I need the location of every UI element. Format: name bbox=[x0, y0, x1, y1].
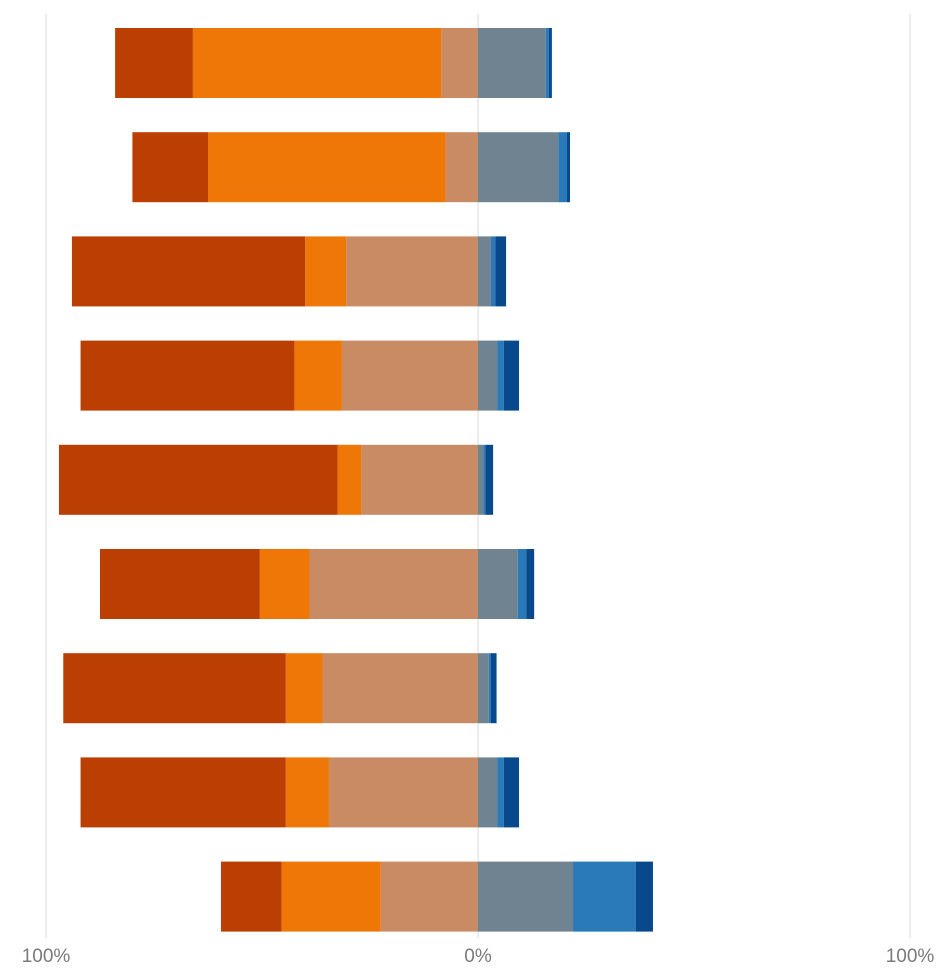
bar-segment-3-6 bbox=[495, 236, 507, 307]
bar-segment-1-1 bbox=[115, 28, 193, 98]
bar-row-6 bbox=[100, 549, 535, 619]
bar-segment-9-2 bbox=[281, 861, 381, 932]
bar-segment-4-6 bbox=[503, 340, 520, 411]
bar-segment-7-4 bbox=[478, 653, 489, 724]
bar-segment-2-1 bbox=[132, 132, 208, 203]
bar-row-9 bbox=[220, 861, 653, 932]
bar-segment-4-1 bbox=[80, 340, 295, 411]
bar-segment-2-3 bbox=[445, 132, 478, 203]
bar-row-3 bbox=[71, 236, 507, 307]
bar-segment-9-4 bbox=[478, 861, 574, 932]
bar-segment-1-4 bbox=[478, 28, 546, 98]
bar-segment-9-3 bbox=[380, 861, 478, 932]
bar-segment-4-3 bbox=[341, 340, 478, 411]
bar-segment-4-5 bbox=[497, 340, 504, 411]
bar-segment-8-3 bbox=[328, 757, 478, 828]
tick-label-center: 0% bbox=[464, 946, 492, 967]
bar-segment-8-4 bbox=[478, 757, 498, 828]
bar-segment-3-3 bbox=[346, 236, 478, 307]
bar-segment-5-1 bbox=[58, 444, 338, 515]
bar-segment-2-4 bbox=[478, 132, 559, 203]
bar-segment-7-5 bbox=[488, 653, 491, 724]
bar-segment-7-6 bbox=[490, 653, 497, 724]
bar-row-1 bbox=[115, 28, 552, 98]
x-axis-ticks: 100% 0% 100% bbox=[22, 946, 935, 967]
bar-row-2 bbox=[132, 132, 571, 203]
bar-segment-8-5 bbox=[497, 757, 504, 828]
bar-segment-4-2 bbox=[294, 340, 342, 411]
bar-segment-6-6 bbox=[526, 549, 535, 619]
bar-segment-3-4 bbox=[478, 236, 491, 307]
bar-segment-9-1 bbox=[220, 861, 282, 932]
bar-segment-6-5 bbox=[517, 549, 527, 619]
bar-segment-8-1 bbox=[80, 757, 286, 828]
tick-label-left: 100% bbox=[22, 946, 71, 967]
tick-label-right: 100% bbox=[886, 946, 935, 967]
bar-segment-6-2 bbox=[259, 549, 310, 619]
bar-segment-9-6 bbox=[635, 861, 653, 932]
bar-segment-7-1 bbox=[63, 653, 286, 724]
bar-segment-5-4 bbox=[478, 444, 484, 515]
bar-segment-8-6 bbox=[503, 757, 520, 828]
bar-segment-1-6 bbox=[548, 28, 552, 98]
bar-segment-1-5 bbox=[545, 28, 549, 98]
bar-segment-5-5 bbox=[483, 444, 486, 515]
bar-segment-5-3 bbox=[361, 444, 478, 515]
bar-segment-7-3 bbox=[322, 653, 478, 724]
bar-row-7 bbox=[63, 653, 497, 724]
bar-segment-5-2 bbox=[337, 444, 362, 515]
bar-segment-1-3 bbox=[441, 28, 478, 98]
bar-segment-8-2 bbox=[285, 757, 329, 828]
clipped-label-fragment: . bbox=[0, 160, 5, 170]
bar-segment-6-4 bbox=[478, 549, 518, 619]
bar-segment-9-5 bbox=[573, 861, 636, 932]
bar-segment-2-2 bbox=[208, 132, 446, 203]
bar-segment-2-5 bbox=[558, 132, 567, 203]
bar-segment-3-5 bbox=[490, 236, 496, 307]
bars bbox=[58, 28, 653, 932]
bar-segment-3-1 bbox=[71, 236, 306, 307]
bar-segment-1-2 bbox=[192, 28, 442, 98]
bar-segment-7-2 bbox=[285, 653, 323, 724]
bar-segment-3-2 bbox=[305, 236, 347, 307]
bar-segment-6-3 bbox=[309, 549, 478, 619]
bar-segment-6-1 bbox=[100, 549, 260, 619]
bar-segment-4-4 bbox=[478, 340, 498, 411]
bar-segment-2-6 bbox=[566, 132, 571, 203]
bar-row-8 bbox=[80, 757, 520, 828]
bar-row-4 bbox=[80, 340, 520, 411]
bar-row-5 bbox=[58, 444, 494, 515]
bar-segment-5-6 bbox=[485, 444, 494, 515]
